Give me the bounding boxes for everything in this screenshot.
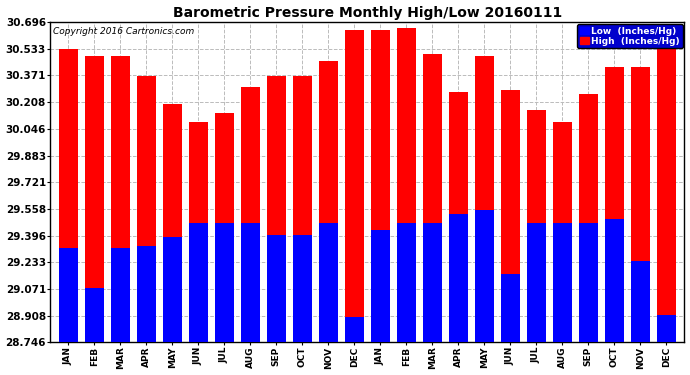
Bar — [319, 61, 337, 342]
Bar — [605, 68, 624, 342]
Bar — [215, 224, 234, 342]
Bar — [657, 48, 676, 342]
Bar — [241, 87, 259, 342]
Bar — [189, 122, 208, 342]
Bar — [579, 224, 598, 342]
Bar — [215, 113, 234, 342]
Bar — [319, 224, 337, 342]
Bar — [553, 224, 571, 342]
Bar — [397, 28, 415, 342]
Bar — [111, 56, 130, 342]
Bar — [293, 235, 312, 342]
Bar — [345, 317, 364, 342]
Bar — [423, 224, 442, 342]
Bar — [189, 224, 208, 342]
Bar — [579, 94, 598, 342]
Bar — [501, 90, 520, 342]
Bar — [475, 210, 493, 342]
Bar — [267, 235, 286, 342]
Bar — [267, 76, 286, 342]
Bar — [605, 219, 624, 342]
Bar — [85, 56, 104, 342]
Bar — [657, 315, 676, 342]
Bar — [501, 274, 520, 342]
Text: Copyright 2016 Cartronics.com: Copyright 2016 Cartronics.com — [53, 27, 195, 36]
Bar — [85, 288, 104, 342]
Bar — [553, 122, 571, 342]
Bar — [449, 92, 468, 342]
Bar — [397, 224, 415, 342]
Bar — [423, 54, 442, 342]
Title: Barometric Pressure Monthly High/Low 20160111: Barometric Pressure Monthly High/Low 201… — [172, 6, 562, 20]
Bar — [475, 56, 493, 342]
Legend: Low  (Inches/Hg), High  (Inches/Hg): Low (Inches/Hg), High (Inches/Hg) — [577, 24, 682, 48]
Bar — [163, 104, 181, 342]
Bar — [293, 76, 312, 342]
Bar — [527, 110, 546, 342]
Bar — [527, 224, 546, 342]
Bar — [631, 261, 649, 342]
Bar — [137, 246, 156, 342]
Bar — [59, 248, 78, 342]
Bar — [371, 230, 390, 342]
Bar — [449, 214, 468, 342]
Bar — [345, 30, 364, 342]
Bar — [631, 68, 649, 342]
Bar — [137, 76, 156, 342]
Bar — [59, 50, 78, 342]
Bar — [241, 224, 259, 342]
Bar — [163, 237, 181, 342]
Bar — [371, 30, 390, 342]
Bar — [111, 248, 130, 342]
